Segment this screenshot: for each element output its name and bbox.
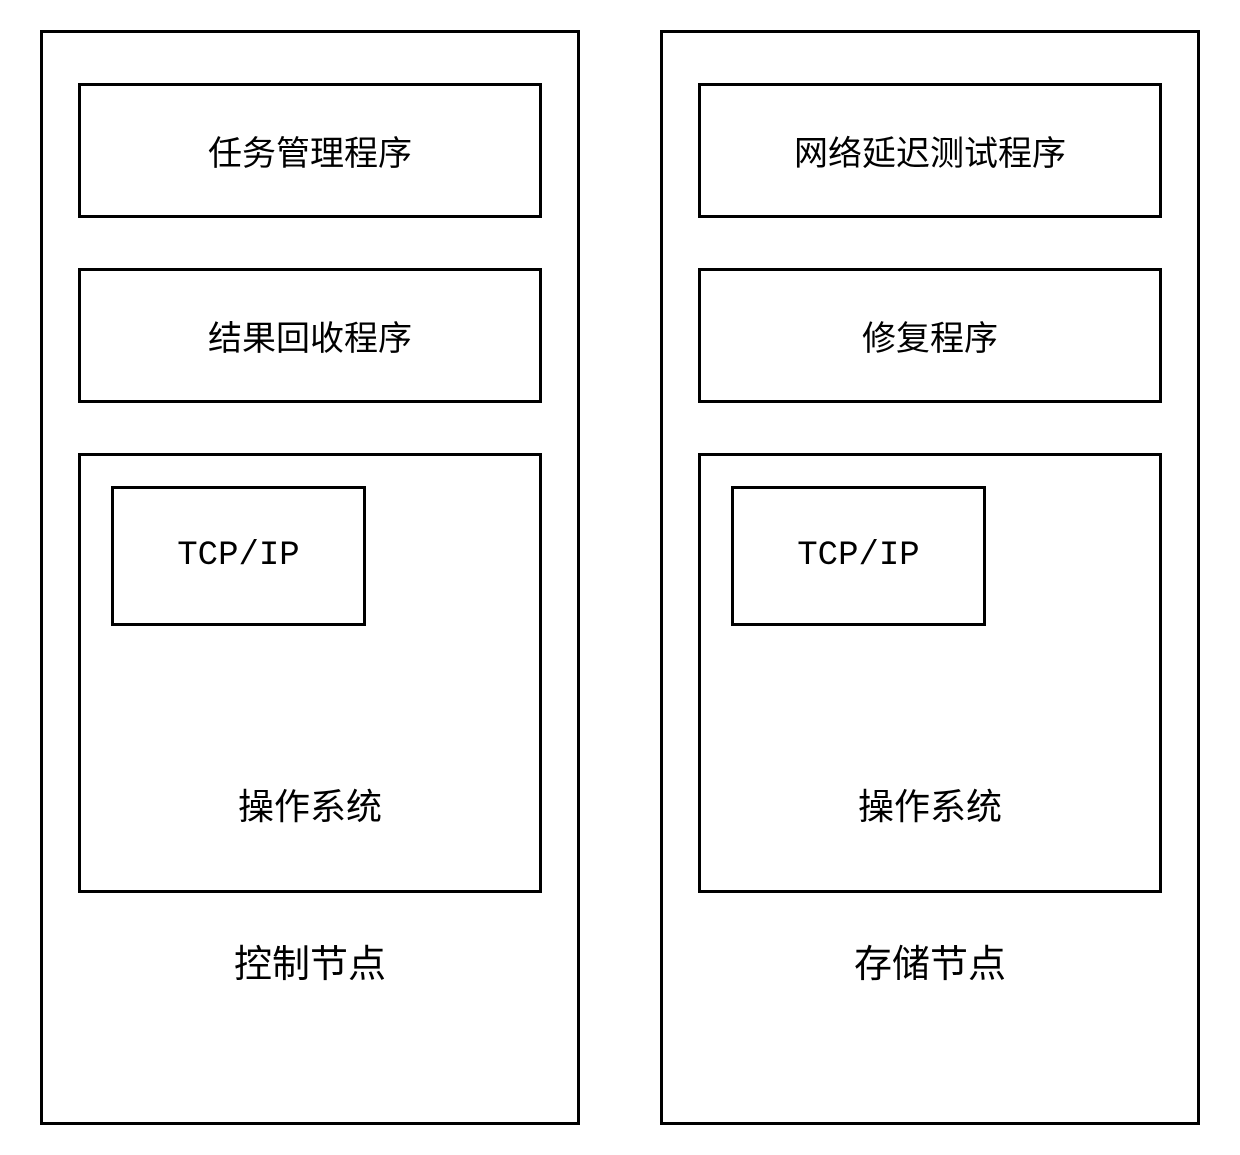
task-manager-box: 任务管理程序 <box>78 83 542 218</box>
control-tcp-box: TCP/IP <box>111 486 366 626</box>
storage-os-label: 操作系统 <box>701 778 1159 830</box>
storage-tcp-label: TCP/IP <box>797 537 919 575</box>
result-collector-box: 结果回收程序 <box>78 268 542 403</box>
network-latency-test-box: 网络延迟测试程序 <box>698 83 1162 218</box>
task-manager-label: 任务管理程序 <box>208 126 412 175</box>
result-collector-label: 结果回收程序 <box>208 311 412 360</box>
control-node-label: 控制节点 <box>78 933 542 988</box>
control-os-box: TCP/IP 操作系统 <box>78 453 542 893</box>
control-node-box: 任务管理程序 结果回收程序 TCP/IP 操作系统 控制节点 <box>40 30 580 1125</box>
network-latency-test-label: 网络延迟测试程序 <box>794 126 1066 175</box>
control-tcp-label: TCP/IP <box>177 537 299 575</box>
storage-node-label: 存储节点 <box>698 933 1162 988</box>
diagram-container: 任务管理程序 结果回收程序 TCP/IP 操作系统 控制节点 网络延迟测试程序 … <box>0 0 1240 1155</box>
storage-os-box: TCP/IP 操作系统 <box>698 453 1162 893</box>
repair-program-box: 修复程序 <box>698 268 1162 403</box>
storage-node-box: 网络延迟测试程序 修复程序 TCP/IP 操作系统 存储节点 <box>660 30 1200 1125</box>
repair-program-label: 修复程序 <box>862 311 998 360</box>
storage-tcp-box: TCP/IP <box>731 486 986 626</box>
control-os-label: 操作系统 <box>81 778 539 830</box>
